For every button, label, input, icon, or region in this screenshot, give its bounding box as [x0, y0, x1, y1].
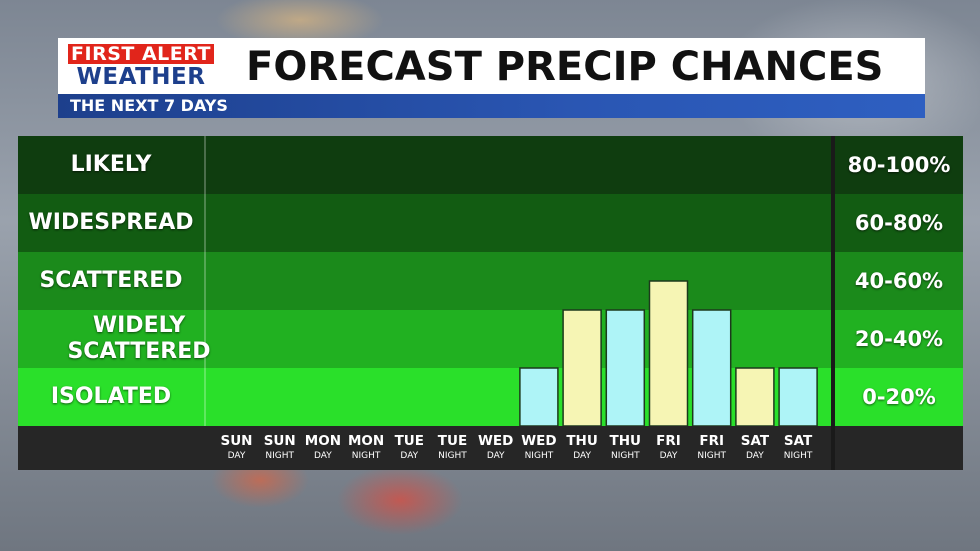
x-tick-day-label: TUE: [438, 433, 467, 449]
x-tick-day-label: THU: [610, 433, 641, 449]
band-widespread: WIDESPREAD 60-80%: [18, 194, 963, 252]
label-column-divider: [204, 136, 206, 426]
x-tick-day-label: THU: [566, 433, 597, 449]
x-axis-ticks: SUN DAY SUN NIGHT MON DAY MON NIGHT TUE DAY TUE NIG…: [221, 433, 814, 461]
range-column-divider: [831, 136, 835, 470]
page-subtitle: THE NEXT 7 DAYS: [70, 96, 228, 115]
band-range-label: 60-80%: [854, 211, 944, 235]
header-subtitle-bar: [58, 94, 925, 118]
bar-thu-night: [605, 309, 646, 427]
logo-first-alert: FIRST ALERT: [68, 44, 214, 64]
band-label: LIKELY: [70, 152, 152, 177]
x-tick-day-label: SUN: [221, 433, 253, 449]
x-tick-day-label: SAT: [741, 433, 770, 449]
x-tick-part-label: DAY: [314, 451, 332, 461]
logo-weather: WEATHER: [76, 64, 206, 90]
x-tick-part-label: DAY: [573, 451, 591, 461]
x-tick-day-label: SUN: [264, 433, 296, 449]
band-range-label: 80-100%: [847, 153, 951, 177]
x-tick-day-label: TUE: [395, 433, 424, 449]
x-tick-day-label: WED: [478, 433, 513, 449]
x-tick-part-label: NIGHT: [697, 451, 726, 461]
x-tick-part-label: DAY: [746, 451, 764, 461]
band-label: WIDESPREAD: [28, 210, 194, 235]
bar-sat-night: [778, 367, 818, 427]
band-label: ISOLATED: [50, 384, 172, 409]
bar-thu-day: [562, 309, 602, 427]
page-title: FORECAST PRECIP CHANCES: [246, 44, 884, 90]
precip-chart-panel: LIKELY 80-100% WIDESPREAD 60-80% SCATTERED 40…: [18, 136, 963, 470]
x-tick-part-label: DAY: [487, 451, 505, 461]
x-tick-day-label: WED: [521, 433, 556, 449]
x-tick-part-label: DAY: [228, 451, 246, 461]
x-tick-part-label: NIGHT: [784, 451, 813, 461]
precip-chart: [519, 280, 818, 427]
band-range-label: 20-40%: [854, 327, 944, 351]
x-tick-part-label: NIGHT: [265, 451, 294, 461]
x-tick-day-label: FRI: [656, 433, 681, 449]
band-range-label: 0-20%: [862, 385, 936, 409]
band-scattered: SCATTERED 40-60%: [18, 252, 963, 310]
x-tick-day-label: FRI: [699, 433, 724, 449]
x-tick-day-label: MON: [305, 433, 341, 449]
x-axis-strip: SUN DAY SUN NIGHT MON DAY MON NIGHT TUE DAY TUE NIG…: [18, 426, 963, 470]
bar-fri-night: [691, 309, 732, 427]
band-likely: LIKELY 80-100%: [18, 136, 963, 194]
band-widely-scattered: WIDELY SCATTERED 20-40%: [18, 310, 963, 368]
bar-wed-night: [519, 367, 559, 427]
x-tick-part-label: NIGHT: [525, 451, 554, 461]
x-tick-part-label: NIGHT: [352, 451, 381, 461]
x-tick-day-label: SAT: [784, 433, 813, 449]
header-banner: FIRST ALERT WEATHER FORECAST PRECIP CHAN…: [58, 38, 925, 118]
band-label: SCATTERED: [39, 268, 183, 293]
x-tick-day-label: MON: [348, 433, 384, 449]
bar-fri-day: [648, 280, 689, 427]
band-range-label: 40-60%: [854, 269, 944, 293]
band-label: WIDELY SCATTERED: [67, 313, 211, 364]
x-tick-part-label: DAY: [660, 451, 678, 461]
bar-sat-day: [735, 367, 775, 427]
x-tick-part-label: DAY: [400, 451, 418, 461]
x-tick-part-label: NIGHT: [611, 451, 640, 461]
x-tick-part-label: NIGHT: [438, 451, 467, 461]
